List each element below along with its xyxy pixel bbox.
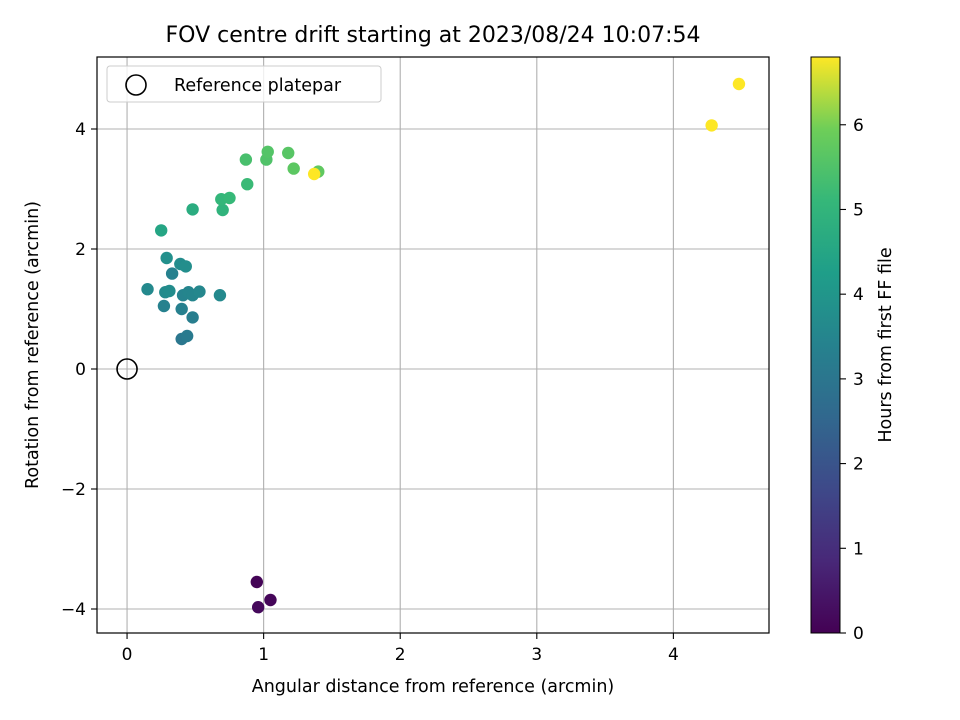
y-tick-label: −2 (61, 480, 86, 500)
x-tick-label: 3 (531, 645, 542, 665)
grid-lines (97, 57, 769, 633)
scatter-point (180, 329, 194, 343)
scatter-point (213, 289, 227, 302)
scatter-point (160, 251, 173, 265)
legend-box (106, 65, 382, 103)
colorbar-tick-label: 5 (853, 200, 864, 220)
scatter-point (216, 203, 229, 217)
colorbar-tick-label: 2 (853, 455, 864, 475)
reference-platepar-marker (116, 358, 138, 380)
colorbar-tick-label: 0 (853, 624, 864, 644)
scatter-point (186, 311, 199, 324)
scatter-point (241, 178, 254, 191)
x-axis-ticks: 0 1 2 3 4 (122, 633, 679, 665)
scatter-point (179, 260, 192, 273)
colorbar-label: Hours from first FF file (876, 247, 896, 442)
y-axis-label: Rotation from reference (arcmin) (23, 201, 43, 489)
scatter-point (705, 119, 718, 132)
colorbar-tick-label: 1 (853, 539, 864, 559)
scatter-point (175, 302, 188, 316)
scatter-point (287, 162, 300, 175)
y-tick-label: −4 (61, 600, 86, 620)
x-tick-label: 2 (395, 645, 406, 665)
scatter-point (186, 203, 199, 216)
colorbar-ticks: 0 1 2 3 4 5 6 (840, 116, 864, 644)
legend-entry-label: Reference platepar (174, 76, 342, 96)
plot-frame (96, 56, 770, 634)
colorbar-tick-label: 3 (853, 370, 864, 390)
scatter-point (261, 145, 274, 158)
x-axis-label: Angular distance from reference (arcmin) (252, 677, 615, 697)
x-tick-label: 1 (258, 645, 269, 665)
scatter-point (157, 299, 171, 313)
legend-open-circle-icon (125, 74, 147, 96)
scatter-point (223, 191, 236, 205)
y-tick-label: 2 (75, 240, 86, 260)
scatter-point (307, 167, 321, 181)
scatter-point (154, 224, 168, 237)
data-points (141, 77, 746, 614)
scatter-point (239, 153, 253, 166)
scatter-point (163, 284, 176, 298)
scatter-point (251, 601, 265, 614)
colorbar-tick-label: 4 (853, 285, 864, 305)
scatter-point (165, 267, 179, 280)
scatter-point (264, 593, 277, 607)
x-tick-label: 4 (668, 645, 679, 665)
scatter-point (141, 283, 154, 296)
chart-title: FOV centre drift starting at 2023/08/24 … (166, 23, 701, 48)
colorbar (810, 56, 841, 634)
scatter-point (732, 77, 746, 91)
legend: Reference platepar (106, 65, 382, 103)
scatter-point (250, 575, 264, 589)
colorbar-tick-label: 6 (853, 116, 864, 136)
x-tick-label: 0 (122, 645, 133, 665)
scatter-point (282, 146, 295, 160)
y-tick-label: 4 (75, 120, 86, 140)
scatter-point (193, 285, 206, 298)
y-axis-ticks: −4 −2 0 2 4 (61, 120, 97, 620)
y-tick-label: 0 (75, 360, 86, 380)
